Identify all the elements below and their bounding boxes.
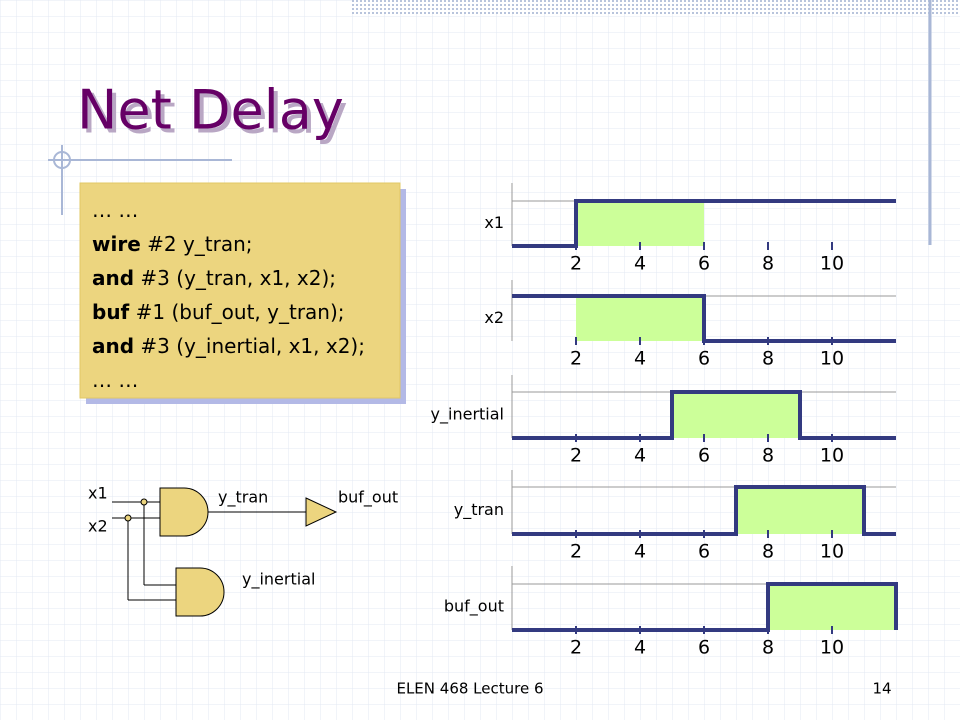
code-line: and #3 (y_inertial, x1, x2); (92, 334, 365, 358)
tick-label: 6 (698, 637, 710, 659)
tick-label: 2 (570, 541, 582, 563)
circuit-labels: x1 x2 y_tran buf_out y_inertial (88, 484, 398, 590)
tick-label: 4 (634, 541, 646, 563)
code-line: wire #2 y_tran; (92, 232, 253, 256)
waveform (512, 390, 896, 440)
active-region (672, 392, 800, 438)
code: … … wire #2 y_tran;and #3 (y_tran, x1, x2… (92, 198, 365, 392)
code-line: … … (92, 368, 138, 392)
tick-label: 10 (820, 348, 844, 370)
signal-label: x1 (484, 213, 504, 232)
code-text: … … (92, 198, 138, 222)
footer-page: 14 (872, 680, 891, 698)
code-keyword: and (92, 266, 134, 290)
code-text: #2 y_tran; (141, 232, 253, 256)
waveform (512, 199, 896, 248)
tick-label: 2 (570, 637, 582, 659)
tick-label: 8 (762, 637, 774, 659)
code-keyword: and (92, 334, 134, 358)
circuit-label: y_inertial (242, 570, 315, 590)
tick-label: 4 (634, 637, 646, 659)
signal-label: y_tran (454, 500, 504, 520)
circuit (112, 487, 338, 617)
signal-label: x2 (484, 308, 504, 327)
code-line: and #3 (y_tran, x1, x2); (92, 266, 336, 290)
circuit-label: x2 (88, 517, 108, 536)
tick-label: 8 (762, 253, 774, 275)
active-region (768, 584, 896, 630)
footer-course: ELEN 468 Lecture 6 (396, 680, 543, 698)
tick-label: 2 (570, 253, 582, 275)
tick-label: 6 (698, 541, 710, 563)
waveform (512, 582, 898, 632)
tick-label: 2 (570, 445, 582, 467)
code-text: #3 (y_tran, x1, x2); (134, 266, 336, 290)
top-strip (352, 0, 960, 14)
circuit-label: buf_out (338, 488, 398, 508)
waveform (512, 485, 896, 536)
active-region (736, 487, 864, 534)
tick-label: 6 (698, 445, 710, 467)
code-text: #1 (buf_out, y_tran); (129, 300, 344, 324)
tick-label: 10 (820, 253, 844, 275)
tick-label: 10 (820, 637, 844, 659)
title: Net Delay (77, 79, 344, 142)
tick-label: 4 (634, 445, 646, 467)
tick-label: 4 (634, 348, 646, 370)
code-box (79, 182, 401, 399)
timing-diagram: x1 2 4 6 8 10 x2 2 4 6 8 10 y_inertial 2 4 6 8 10 y_tran 2 4… (431, 183, 898, 659)
code-text: #3 (y_inertial, x1, x2); (134, 334, 365, 358)
tick-label: 2 (570, 348, 582, 370)
signal-label: buf_out (444, 597, 504, 617)
circuit-label: x1 (88, 484, 108, 503)
tick-label: 6 (698, 348, 710, 370)
title-ring (53, 151, 71, 169)
tick-label: 10 (820, 445, 844, 467)
active-region (576, 201, 704, 246)
code-line: … … (92, 198, 138, 222)
tick-label: 8 (762, 348, 774, 370)
active-region (576, 296, 704, 341)
code-keyword: wire (92, 232, 141, 256)
code-text: … … (92, 368, 138, 392)
code-line: buf #1 (buf_out, y_tran); (92, 300, 345, 324)
circuit-label: y_tran (218, 488, 268, 508)
waveform (512, 294, 896, 343)
tick-label: 6 (698, 253, 710, 275)
tick-label: 8 (762, 445, 774, 467)
title-shadow: Net Delay (81, 83, 348, 146)
tick-label: 4 (634, 253, 646, 275)
signal-label: y_inertial (431, 405, 504, 425)
code-keyword: buf (92, 300, 130, 324)
tick-label: 8 (762, 541, 774, 563)
tick-label: 10 (820, 541, 844, 563)
